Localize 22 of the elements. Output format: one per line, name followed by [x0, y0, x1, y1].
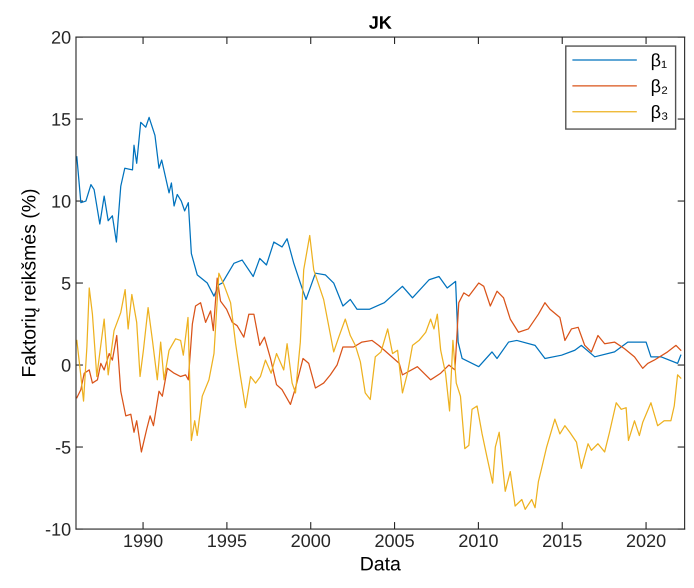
x-tick-label: 1990 [124, 534, 162, 548]
legend-label: β₃ [652, 105, 668, 122]
chart-title: JK [369, 16, 392, 29]
x-tick-label: 2010 [459, 534, 498, 548]
y-tick-label: -5 [56, 441, 70, 454]
x-tick-label: 2015 [543, 534, 582, 548]
x-tick-label: 1995 [208, 534, 246, 548]
y-tick-label: 20 [52, 30, 70, 44]
legend-label: β₁ [652, 53, 667, 70]
y-axis-title: Faktorių reikšmės (%) [21, 190, 40, 376]
y-tick-label: -10 [46, 522, 70, 536]
y-tick-label: 0 [62, 358, 70, 372]
line-series [76, 234, 682, 510]
x-axis-title: Data [361, 556, 401, 571]
line-series [76, 277, 682, 453]
y-tick-label: 10 [52, 194, 70, 208]
x-tick-label: 2000 [292, 534, 330, 548]
x-tick-label: 2020 [626, 534, 666, 548]
y-tick-label: 15 [52, 113, 70, 126]
legend-label: β₂ [652, 79, 668, 96]
y-tick-label: 5 [62, 277, 70, 290]
x-tick-label: 2005 [375, 534, 414, 548]
